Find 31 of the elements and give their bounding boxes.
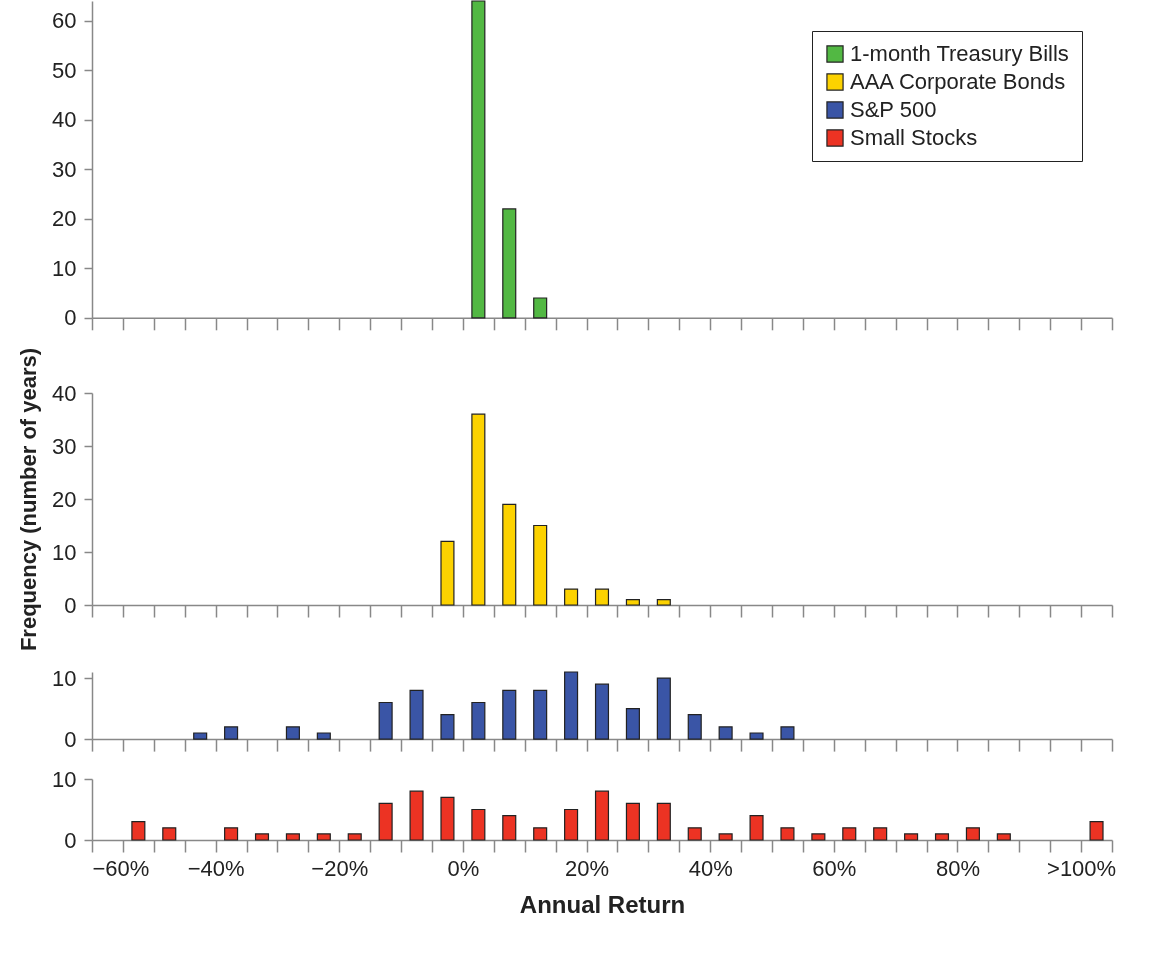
- x-axis-title: Annual Return: [519, 890, 686, 918]
- y-tick-label: 0: [64, 592, 77, 618]
- y-tick-label: 40: [52, 107, 77, 133]
- y-tick-label: 40: [52, 380, 77, 406]
- x-tick-label: 80%: [935, 855, 980, 881]
- y-tick-label: 10: [52, 766, 77, 792]
- y-tick-label: 10: [52, 255, 77, 281]
- y-tick-label: 0: [64, 305, 77, 331]
- y-tick-label: 50: [52, 57, 77, 83]
- x-tick-label: 40%: [688, 855, 733, 881]
- y-tick-label: 20: [52, 486, 77, 512]
- y-tick-label: 10: [52, 539, 77, 565]
- x-tick-label: −20%: [311, 855, 369, 881]
- legend-label: Small Stocks: [850, 125, 978, 150]
- y-tick-label: 10: [52, 665, 77, 691]
- x-tick-label: >100%: [1047, 855, 1117, 881]
- legend-label: 1-month Treasury Bills: [850, 41, 1069, 66]
- legend-label: AAA Corporate Bonds: [850, 69, 1066, 94]
- y-tick-label: 30: [52, 156, 77, 182]
- x-tick-label: 0%: [447, 855, 480, 881]
- y-tick-label: 0: [64, 827, 77, 853]
- y-tick-label: 0: [64, 726, 77, 752]
- x-tick-label: −40%: [187, 855, 245, 881]
- y-tick-label: 60: [52, 8, 77, 34]
- x-tick-label: 20%: [565, 855, 610, 881]
- x-tick-label: 60%: [812, 855, 857, 881]
- y-tick-label: 20: [52, 206, 77, 232]
- legend-label: S&P 500: [850, 97, 937, 122]
- y-axis-title: Frequency (number of years): [15, 347, 41, 652]
- y-tick-label: 30: [52, 433, 77, 459]
- x-tick-label: −60%: [92, 855, 150, 881]
